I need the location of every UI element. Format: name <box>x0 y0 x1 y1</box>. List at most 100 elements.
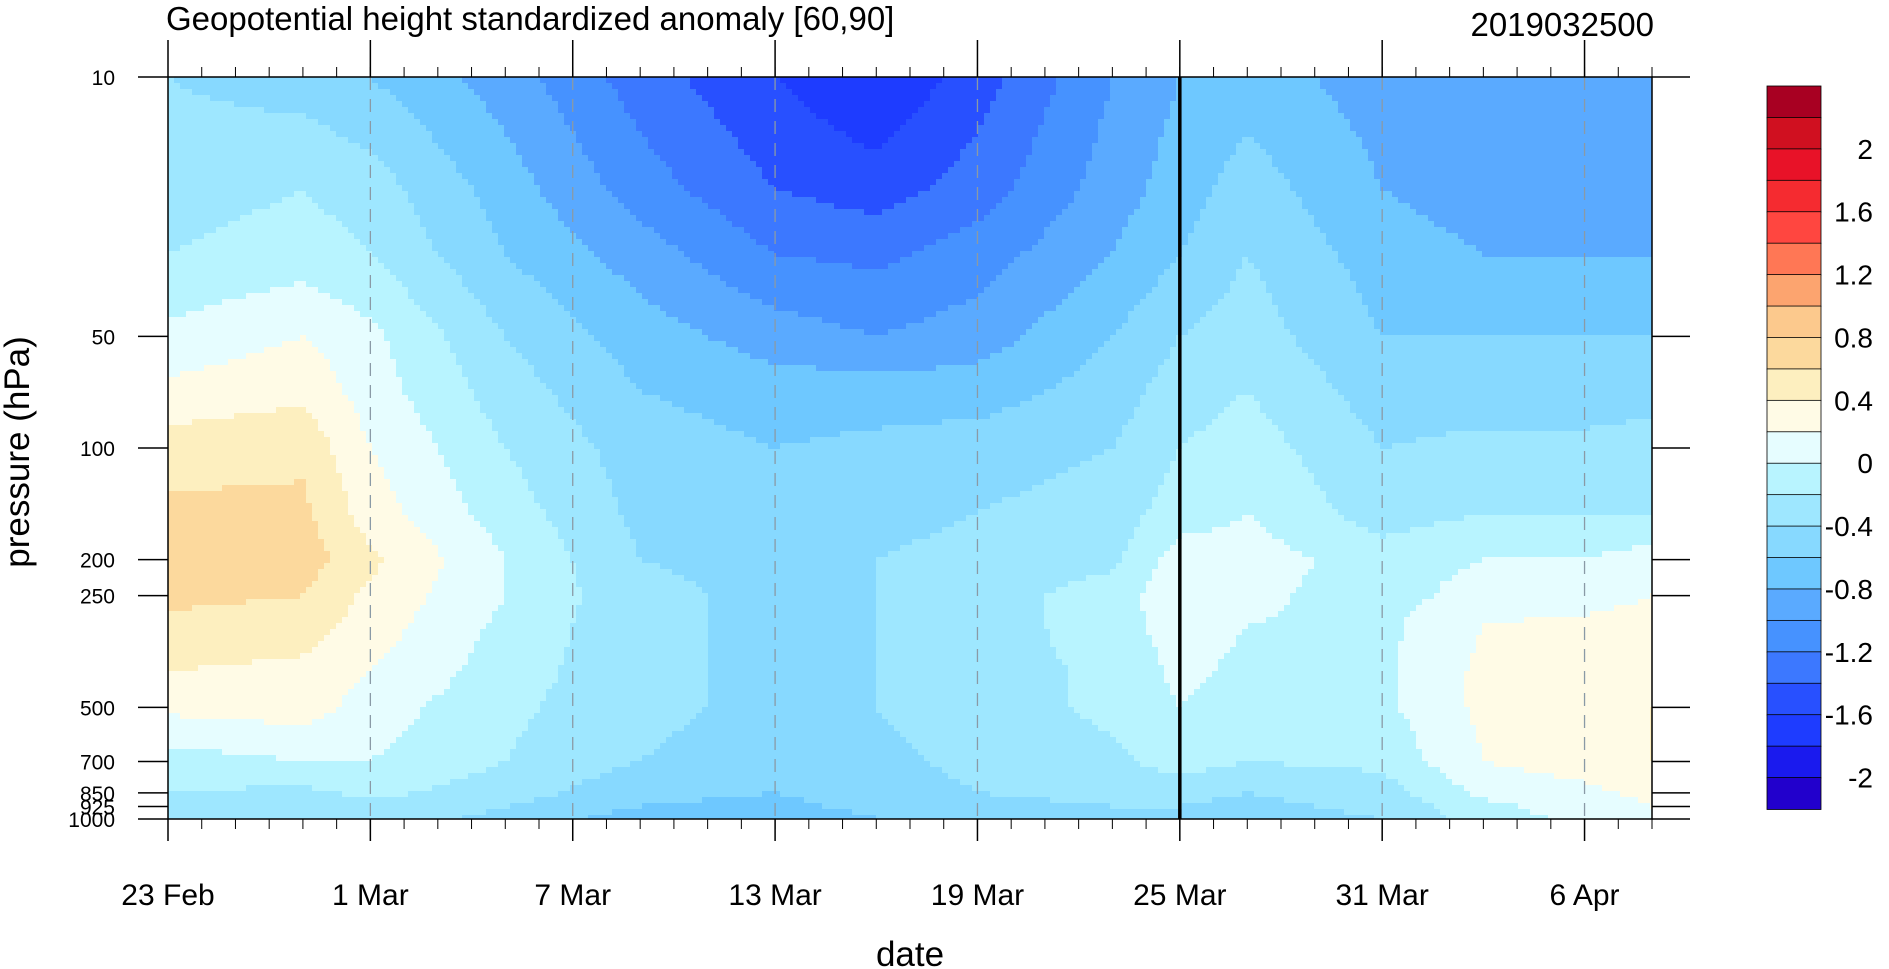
contour-cell <box>246 401 253 408</box>
contour-cell <box>234 611 241 618</box>
contour-cell <box>348 755 355 762</box>
contour-cell <box>258 269 265 276</box>
contour-cell <box>258 581 265 588</box>
contour-cell <box>276 89 283 96</box>
contour-cell <box>396 773 403 780</box>
contour-cell <box>240 149 247 156</box>
contour-cell <box>360 233 367 240</box>
contour-cell <box>252 635 259 642</box>
contour-cell <box>390 263 397 270</box>
contour-cell <box>390 599 397 606</box>
contour-cell <box>246 683 253 690</box>
contour-cell <box>174 233 181 240</box>
contour-cell <box>204 425 211 432</box>
contour-cell <box>342 89 349 96</box>
contour-cell <box>216 683 223 690</box>
contour-cell <box>288 617 295 624</box>
contour-cell <box>240 635 247 642</box>
contour-cell <box>330 665 337 672</box>
contour-cell <box>306 311 313 318</box>
contour-cell <box>282 239 289 246</box>
contour-cell <box>192 491 199 498</box>
contour-cell <box>378 401 385 408</box>
contour-cell <box>396 107 403 114</box>
contour-cell <box>384 725 391 732</box>
contour-cell <box>300 191 307 198</box>
contour-cell <box>300 137 307 144</box>
contour-cell <box>354 425 361 432</box>
contour-cell <box>366 503 373 510</box>
contour-cell <box>390 209 397 216</box>
contour-cell <box>168 401 175 408</box>
contour-cell <box>258 593 265 600</box>
contour-cell <box>198 527 205 534</box>
contour-cell <box>204 743 211 750</box>
contour-cell <box>366 365 373 372</box>
contour-cell <box>252 659 259 666</box>
contour-cell <box>366 341 373 348</box>
contour-cell <box>318 149 325 156</box>
contour-cell <box>294 89 301 96</box>
contour-cell <box>360 443 367 450</box>
contour-cell <box>264 431 271 438</box>
contour-cell <box>324 245 331 252</box>
contour-cell <box>252 131 259 138</box>
contour-cell <box>330 695 337 702</box>
contour-cell <box>312 485 319 492</box>
contour-cell <box>306 413 313 420</box>
contour-cell <box>174 635 181 642</box>
contour-cell <box>258 389 265 396</box>
contour-cell <box>378 617 385 624</box>
contour-cell <box>204 563 211 570</box>
contour-cell <box>378 467 385 474</box>
contour-cell <box>372 635 379 642</box>
contour-cell <box>264 641 271 648</box>
contour-cell <box>228 479 235 486</box>
contour-cell <box>300 521 307 528</box>
contour-cell <box>318 557 325 564</box>
contour-cell <box>186 287 193 294</box>
contour-cell <box>168 197 175 204</box>
contour-cell <box>246 797 253 804</box>
contour-cell <box>234 119 241 126</box>
contour-cell <box>312 377 319 384</box>
contour-cell <box>288 185 295 192</box>
contour-cell <box>372 797 379 804</box>
contour-cell <box>366 593 373 600</box>
contour-cell <box>402 95 409 102</box>
contour-cell <box>402 407 409 414</box>
contour-cell <box>192 773 199 780</box>
contour-cell <box>336 731 343 738</box>
contour-cell <box>366 155 373 162</box>
contour-cell <box>210 263 217 270</box>
contour-cell <box>198 395 205 402</box>
contour-cell <box>192 119 199 126</box>
contour-cell <box>228 269 235 276</box>
contour-cell <box>390 743 397 750</box>
contour-cell <box>216 521 223 528</box>
contour-cell <box>246 791 253 798</box>
contour-cell <box>186 449 193 456</box>
contour-cell <box>312 719 319 726</box>
contour-cell <box>276 761 283 768</box>
contour-cell <box>222 137 229 144</box>
contour-cell <box>288 575 295 582</box>
contour-cell <box>210 485 217 492</box>
contour-cell <box>198 329 205 336</box>
contour-cell <box>318 401 325 408</box>
contour-cell <box>174 275 181 282</box>
contour-cell <box>186 323 193 330</box>
contour-cell <box>168 191 175 198</box>
contour-cell <box>378 341 385 348</box>
contour-cell <box>282 317 289 324</box>
contour-cell <box>288 509 295 516</box>
contour-cell <box>264 665 271 672</box>
contour-cell <box>234 359 241 366</box>
contour-cell <box>204 677 211 684</box>
contour-cell <box>270 725 277 732</box>
contour-cell <box>168 389 175 396</box>
contour-cell <box>192 551 199 558</box>
contour-cell <box>324 797 331 804</box>
contour-cell <box>384 323 391 330</box>
contour-cell <box>258 737 265 744</box>
